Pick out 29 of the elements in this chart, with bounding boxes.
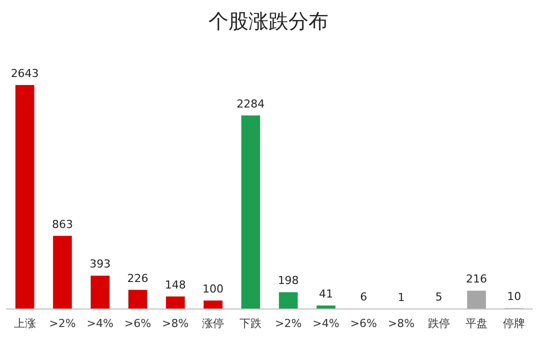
x-tick-label: >8% <box>162 317 189 330</box>
x-tick-label: >8% <box>388 317 415 330</box>
x-tick-label: >2% <box>49 317 76 330</box>
x-tick-label: >4% <box>86 317 114 330</box>
data-label: 10 <box>507 290 522 304</box>
x-tick-label: 下跌 <box>240 317 262 330</box>
data-label: 41 <box>318 288 333 301</box>
x-tick-label: 涨停 <box>202 317 224 330</box>
data-label: 863 <box>52 218 73 231</box>
data-label: 5 <box>435 290 442 304</box>
data-label: 2284 <box>236 97 265 110</box>
data-label: 6 <box>360 290 368 304</box>
x-tick-label: >2% <box>274 317 302 330</box>
data-label: 216 <box>466 272 488 286</box>
x-tick-label: 停牌 <box>503 317 526 330</box>
data-label: 100 <box>202 282 224 296</box>
data-label: 226 <box>127 272 148 285</box>
x-tick-label: 平盘 <box>466 317 488 330</box>
x-tick-label: >4% <box>312 317 340 330</box>
chart-title: 个股涨跌分布 <box>208 9 328 33</box>
x-tick-label: 跌停 <box>428 317 450 330</box>
x-tick-label: 上涨 <box>14 317 36 330</box>
x-tick-label: >6% <box>350 317 377 330</box>
x-tick-label: >6% <box>124 317 152 330</box>
data-label: 1 <box>398 290 405 304</box>
data-label: 148 <box>164 278 186 292</box>
data-label: 198 <box>278 274 299 288</box>
data-label: 393 <box>90 258 111 271</box>
data-label: 2643 <box>10 67 39 80</box>
